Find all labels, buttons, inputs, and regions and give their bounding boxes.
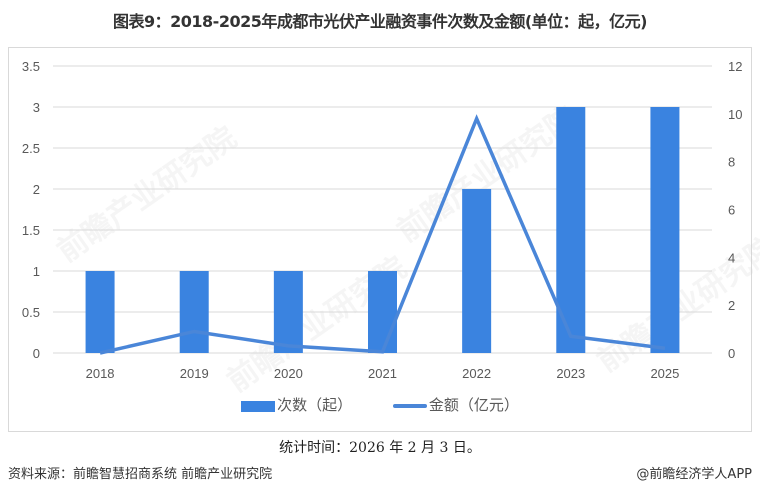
bar[interactable] bbox=[462, 189, 492, 353]
x-tick: 2020 bbox=[274, 366, 303, 381]
y-left-tick: 3 bbox=[33, 100, 40, 115]
legend-item-count[interactable]: 次数（起） bbox=[241, 394, 352, 415]
bar[interactable] bbox=[368, 271, 397, 353]
y-left-tick: 0.5 bbox=[22, 305, 40, 320]
legend: 次数（起） 金额（亿元） bbox=[0, 394, 760, 415]
bar-swatch-icon bbox=[241, 400, 276, 412]
y-left-tick: 1 bbox=[33, 264, 40, 279]
bar[interactable] bbox=[273, 271, 303, 353]
line-swatch-icon bbox=[392, 404, 427, 408]
legend-item-amount[interactable]: 金额（亿元） bbox=[392, 394, 519, 415]
bar[interactable] bbox=[650, 107, 680, 353]
x-tick: 2021 bbox=[368, 366, 397, 381]
y-left-tick: 2 bbox=[33, 182, 40, 197]
source-note: 资料来源：前瞻智慧招商系统 前瞻产业研究院 bbox=[8, 467, 273, 482]
y-left-tick: 3.5 bbox=[22, 59, 40, 74]
y-left-tick: 2.5 bbox=[22, 141, 40, 156]
y-right-tick: 4 bbox=[728, 250, 735, 265]
y-left-tick: 1.5 bbox=[22, 223, 40, 238]
x-tick: 2018 bbox=[86, 366, 115, 381]
y-right-tick: 8 bbox=[728, 155, 735, 170]
legend-label-count: 次数（起） bbox=[277, 396, 353, 414]
y-right-tick: 12 bbox=[728, 59, 742, 74]
combo-chart: 0 0.5 1 1.5 2 2.5 3 3.5 0 2 4 6 8 10 12 2018 2019 2020 202… bbox=[22, 59, 743, 381]
y-left-tick: 0 bbox=[33, 346, 40, 361]
x-tick: 2019 bbox=[180, 366, 209, 381]
bar[interactable] bbox=[85, 271, 115, 353]
chart-frame bbox=[8, 47, 752, 432]
chart-title: 图表9：2018-2025年成都市光伏产业融资事件次数及金额(单位：起，亿元) bbox=[113, 12, 647, 31]
bar[interactable] bbox=[179, 271, 209, 353]
y-right-tick: 2 bbox=[728, 298, 735, 313]
x-tick: 2023 bbox=[556, 366, 585, 381]
x-tick: 2025 bbox=[650, 366, 679, 381]
y-right-tick: 10 bbox=[728, 107, 742, 122]
legend-label-amount: 金额（亿元） bbox=[428, 396, 519, 414]
amount-line[interactable] bbox=[99, 114, 666, 355]
x-tick: 2022 bbox=[462, 366, 491, 381]
stat-time: 统计时间：2026 年 2 月 3 日。 bbox=[279, 440, 481, 456]
y-right-tick: 6 bbox=[728, 203, 735, 218]
y-right-tick: 0 bbox=[728, 346, 735, 361]
brand-note: @前瞻经济学人APP bbox=[636, 467, 752, 482]
